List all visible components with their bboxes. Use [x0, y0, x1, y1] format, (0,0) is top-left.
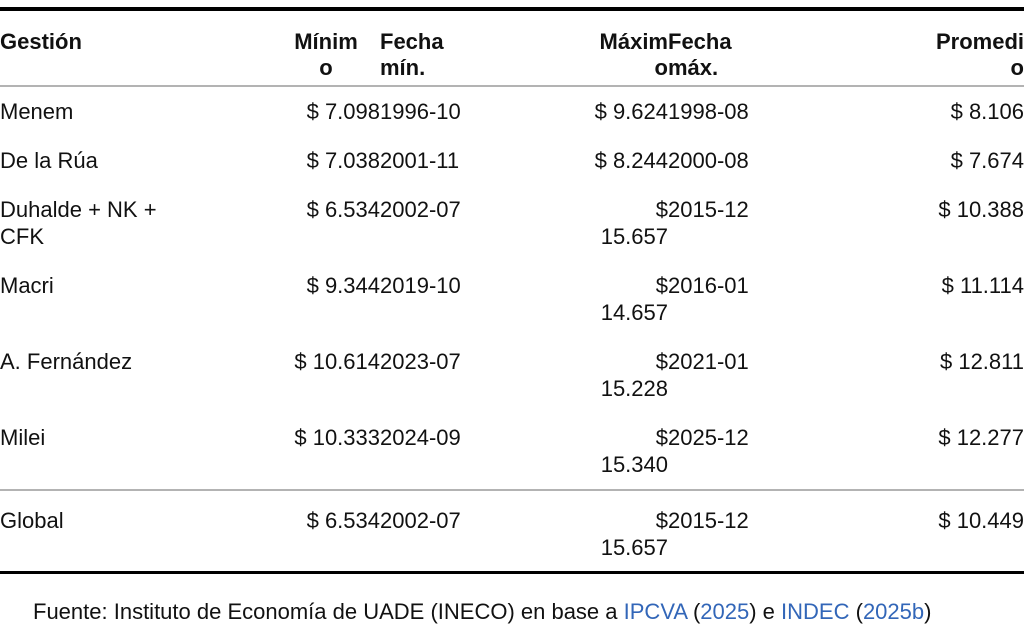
cell: $ 9.344 — [306, 273, 380, 298]
cell: Duhalde + NK + CFK — [0, 197, 157, 249]
cell: $ 15.657 — [584, 489, 668, 574]
header-maximo: Máxim o — [584, 9, 668, 87]
source-footnote: Fuente: Instituto de Economía de UADE (I… — [33, 598, 1024, 625]
cell: Menem — [0, 99, 74, 124]
row-de-la-rua: De la Rúa $ 7.038 2001-11 $ 8.244 2000-0… — [0, 136, 1024, 185]
cell: $ 7.674 — [950, 148, 1024, 173]
cell: $ 10.388 — [938, 197, 1024, 222]
header-minimo: Mínim o — [272, 9, 380, 87]
cell: 2023-07 — [380, 349, 461, 374]
source-text: ) — [924, 599, 932, 624]
cell: $ 7.038 — [306, 148, 380, 173]
row-milei: Milei $ 10.333 2024-09 $ 15.340 2025-12 … — [0, 413, 1024, 490]
cell: $ 15.340 — [600, 425, 668, 477]
cell: $ 12.277 — [938, 425, 1024, 450]
cell: $ 6.534 — [272, 489, 380, 574]
cell: 1996-10 — [380, 99, 461, 124]
cell: $ 11.114 — [941, 273, 1024, 298]
cell: 2002-07 — [380, 197, 461, 222]
row-global: Global $ 6.534 2002-07 $ 15.657 2015-12 … — [0, 489, 1024, 574]
cell: $ 15.228 — [600, 349, 668, 401]
document-page: Gestión Mínim o Fecha mín. Máxim o Fecha… — [0, 7, 1024, 636]
cell: $ 9.624 — [594, 99, 668, 124]
cell: 2021-01 — [668, 349, 749, 374]
cell: 2016-01 — [668, 273, 749, 298]
cell: $ 8.106 — [950, 99, 1024, 124]
cell: 2025-12 — [668, 425, 749, 450]
cell: $ 15.657 — [600, 197, 668, 249]
cell: $ 12.811 — [939, 349, 1024, 374]
cell: Global — [0, 489, 272, 574]
cell: A. Fernández — [0, 349, 133, 374]
price-by-administration-table: Gestión Mínim o Fecha mín. Máxim o Fecha… — [0, 7, 1024, 574]
table-header-row: Gestión Mínim o Fecha mín. Máxim o Fecha… — [0, 9, 1024, 87]
header-fecha-min: Fecha mín. — [380, 9, 584, 87]
cell: 2024-09 — [380, 425, 461, 450]
row-duhalde-nk-cfk: Duhalde + NK + CFK $ 6.534 2002-07 $ 15.… — [0, 185, 1024, 261]
cell: Macri — [0, 273, 54, 298]
row-a-fernandez: A. Fernández $ 10.614 2023-07 $ 15.228 2… — [0, 337, 1024, 413]
header-fecha-max: Fecha máx. — [668, 9, 880, 87]
link-indec-2025b[interactable]: 2025b — [862, 599, 925, 624]
cell: 2019-10 — [380, 273, 461, 298]
link-ipcva[interactable]: IPCVA — [623, 599, 687, 624]
source-text: ( — [686, 599, 701, 624]
cell: $ 10.614 — [294, 349, 380, 374]
cell: $ 10.333 — [294, 425, 380, 450]
link-ipcva-2025[interactable]: 2025 — [700, 599, 750, 624]
cell: $ 10.449 — [880, 489, 1024, 574]
cell: 2015-12 — [668, 489, 880, 574]
cell: Milei — [0, 425, 46, 450]
cell: $ 14.657 — [600, 273, 668, 325]
cell: $ 7.098 — [306, 99, 380, 124]
row-macri: Macri $ 9.344 2019-10 $ 14.657 2016-01 $… — [0, 261, 1024, 337]
source-text: Fuente: Instituto de Economía de UADE (I… — [33, 599, 624, 624]
row-menem: Menem $ 7.098 1996-10 $ 9.624 1998-08 $ … — [0, 86, 1024, 136]
cell: 2015-12 — [668, 197, 749, 222]
cell: 2000-08 — [668, 148, 749, 173]
link-indec[interactable]: INDEC — [781, 599, 850, 624]
cell: 1998-08 — [668, 99, 749, 124]
cell: $ 8.244 — [594, 148, 668, 173]
header-promedio: Promedi o — [880, 9, 1024, 87]
cell: $ 6.534 — [306, 197, 380, 222]
header-gestion: Gestión — [0, 9, 272, 87]
cell: De la Rúa — [0, 148, 98, 173]
cell: 2001-11 — [380, 148, 460, 173]
source-text: ) e — [749, 599, 782, 624]
source-text: ( — [849, 599, 863, 624]
cell: 2002-07 — [380, 489, 584, 574]
